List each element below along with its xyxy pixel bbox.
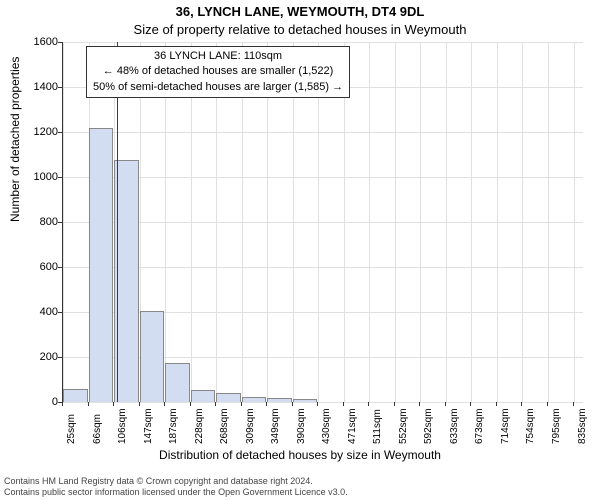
x-tick-mark (88, 402, 89, 406)
x-tick-label: 633sqm (449, 408, 460, 444)
x-tick-mark (521, 402, 522, 406)
y-tick-mark (58, 312, 62, 313)
chart-container: 36, LYNCH LANE, WEYMOUTH, DT4 9DL Size o… (0, 0, 600, 500)
info-line-3: 50% of semi-detached houses are larger (… (93, 80, 343, 95)
x-tick-mark (394, 402, 395, 406)
x-tick-mark (470, 402, 471, 406)
x-tick-mark (62, 402, 63, 406)
info-line-2: ← 48% of detached houses are smaller (1,… (93, 64, 343, 79)
y-tick-label: 1000 (30, 171, 58, 183)
x-tick-mark (368, 402, 369, 406)
x-tick-label: 714sqm (500, 408, 511, 444)
footer-attribution: Contains HM Land Registry data © Crown c… (4, 476, 596, 499)
x-tick-label: 25sqm (66, 414, 77, 444)
x-tick-mark (496, 402, 497, 406)
gridline-vertical (446, 42, 447, 402)
x-tick-label: 268sqm (219, 408, 230, 444)
y-tick-label: 1200 (30, 126, 58, 138)
y-tick-label: 0 (30, 396, 58, 408)
x-tick-mark (215, 402, 216, 406)
x-tick-label: 592sqm (423, 408, 434, 444)
gridline-vertical (522, 42, 523, 402)
x-tick-label: 309sqm (245, 408, 256, 444)
gridline-vertical (420, 42, 421, 402)
x-tick-mark (139, 402, 140, 406)
y-tick-label: 800 (30, 216, 58, 228)
gridline-horizontal (63, 267, 583, 268)
x-tick-mark (292, 402, 293, 406)
x-tick-label: 147sqm (143, 408, 154, 444)
histogram-bar (267, 398, 292, 402)
x-tick-label: 552sqm (398, 408, 409, 444)
gridline-horizontal (63, 402, 583, 403)
y-tick-mark (58, 132, 62, 133)
gridline-vertical (369, 42, 370, 402)
x-tick-mark (113, 402, 114, 406)
x-tick-mark (343, 402, 344, 406)
y-tick-label: 600 (30, 261, 58, 273)
histogram-bar (165, 363, 190, 402)
gridline-vertical (471, 42, 472, 402)
x-tick-label: 835sqm (577, 408, 588, 444)
chart-title-main: 36, LYNCH LANE, WEYMOUTH, DT4 9DL (0, 4, 600, 19)
histogram-bar (242, 397, 266, 402)
x-tick-mark (266, 402, 267, 406)
histogram-bar (89, 128, 113, 403)
histogram-bar (140, 311, 164, 402)
x-tick-label: 795sqm (551, 408, 562, 444)
x-tick-label: 511sqm (372, 409, 383, 444)
y-tick-label: 1600 (30, 36, 58, 48)
gridline-vertical (63, 42, 64, 402)
y-tick-mark (58, 42, 62, 43)
y-axis-label: Number of detached properties (8, 57, 22, 222)
y-tick-mark (58, 222, 62, 223)
y-tick-label: 400 (30, 306, 58, 318)
y-tick-mark (58, 267, 62, 268)
x-tick-label: 106sqm (117, 408, 128, 444)
gridline-vertical (548, 42, 549, 402)
x-tick-mark (317, 402, 318, 406)
x-tick-label: 66sqm (92, 414, 103, 444)
y-tick-mark (58, 87, 62, 88)
x-tick-label: 471sqm (347, 408, 358, 444)
chart-title-sub: Size of property relative to detached ho… (0, 22, 600, 37)
gridline-vertical (497, 42, 498, 402)
gridline-vertical (395, 42, 396, 402)
histogram-bar (293, 399, 317, 402)
histogram-bar (191, 390, 215, 402)
gridline-horizontal (63, 42, 583, 43)
x-axis-label: Distribution of detached houses by size … (0, 448, 600, 462)
x-tick-mark (241, 402, 242, 406)
x-tick-label: 390sqm (296, 408, 307, 444)
x-tick-mark (547, 402, 548, 406)
y-tick-mark (58, 357, 62, 358)
y-tick-mark (58, 177, 62, 178)
histogram-bar (216, 393, 241, 402)
footer-line-1: Contains HM Land Registry data © Crown c… (4, 476, 596, 487)
gridline-horizontal (63, 177, 583, 178)
info-box: 36 LYNCH LANE: 110sqm ← 48% of detached … (86, 46, 350, 98)
x-tick-label: 430sqm (321, 408, 332, 444)
x-tick-label: 349sqm (270, 408, 281, 444)
y-tick-label: 1400 (30, 81, 58, 93)
footer-line-2: Contains public sector information licen… (4, 487, 596, 498)
x-tick-label: 228sqm (194, 408, 205, 444)
x-tick-mark (419, 402, 420, 406)
x-tick-label: 673sqm (474, 408, 485, 444)
histogram-bar (63, 389, 88, 403)
gridline-vertical (574, 42, 575, 402)
info-line-1: 36 LYNCH LANE: 110sqm (93, 49, 343, 64)
gridline-horizontal (63, 132, 583, 133)
y-tick-label: 200 (30, 351, 58, 363)
x-tick-label: 754sqm (525, 408, 536, 444)
x-tick-mark (190, 402, 191, 406)
x-tick-mark (445, 402, 446, 406)
x-tick-label: 187sqm (168, 408, 179, 444)
gridline-horizontal (63, 222, 583, 223)
x-tick-mark (573, 402, 574, 406)
x-tick-mark (164, 402, 165, 406)
